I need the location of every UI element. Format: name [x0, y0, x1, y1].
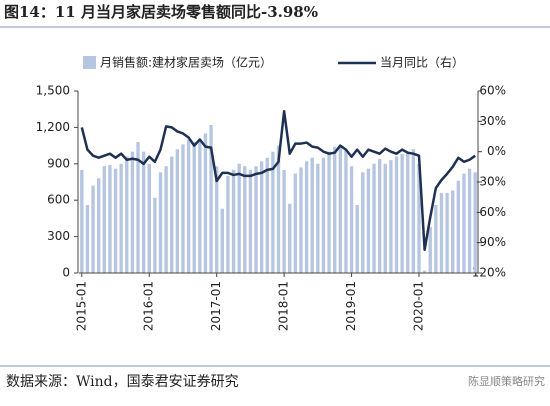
bar	[321, 157, 326, 273]
x-tick-label: 2018-01	[277, 281, 291, 331]
bar	[214, 166, 219, 273]
bar	[394, 156, 399, 273]
line	[80, 109, 476, 251]
bar	[422, 270, 427, 273]
bar	[170, 156, 174, 273]
x-tick-label: 2016-01	[142, 281, 156, 331]
watermark: 陈显顺策略研究	[468, 374, 545, 388]
bar	[282, 169, 286, 273]
bar	[198, 139, 202, 273]
bar	[383, 163, 387, 273]
y-tick-label: 0	[62, 266, 70, 280]
y2-tick-label: 30%	[479, 114, 506, 128]
y2-tick-label: -30%	[475, 175, 506, 189]
bar	[467, 168, 472, 273]
y2-tick-label: -90%	[475, 235, 506, 249]
bar	[80, 169, 84, 273]
bar	[310, 157, 314, 273]
bar	[164, 166, 168, 273]
bar	[85, 205, 90, 273]
bar	[406, 151, 410, 273]
bar	[355, 205, 359, 273]
x-tick-label: 2015-01	[74, 281, 88, 331]
bar	[271, 151, 275, 273]
bar	[243, 166, 247, 273]
bar	[456, 180, 461, 273]
y-tick-label: 300	[47, 229, 70, 243]
bar	[338, 145, 343, 273]
legend-swatch	[83, 56, 96, 69]
bar	[130, 151, 135, 273]
bar	[276, 145, 281, 273]
y-tick-label: 1,200	[36, 120, 70, 134]
bar	[445, 192, 449, 273]
y-tick-label: 600	[47, 193, 70, 207]
bar	[158, 172, 163, 273]
legend-label: 月销售额:建材家居卖场（亿元）	[100, 55, 272, 70]
bar	[259, 161, 264, 273]
bar	[91, 185, 95, 273]
bar	[153, 197, 157, 273]
bar	[226, 175, 230, 273]
y2-tick-label: 0%	[487, 144, 506, 158]
bar	[248, 169, 253, 273]
bar	[299, 167, 303, 273]
bar	[119, 163, 123, 273]
source: 数据来源：Wind，国泰君安证券研究	[6, 374, 239, 390]
bar	[462, 173, 466, 273]
y-tick-label: 1,500	[36, 84, 70, 98]
bar	[288, 203, 292, 273]
bar	[186, 139, 191, 273]
bar	[333, 146, 337, 273]
bar	[125, 156, 129, 273]
bar	[265, 157, 269, 273]
bar	[192, 141, 196, 273]
bar	[389, 160, 393, 273]
y2-tick-label: -120%	[467, 266, 506, 280]
x-tick-label: 2017-01	[209, 281, 223, 331]
bar	[473, 172, 477, 273]
bar	[411, 149, 416, 273]
bar	[113, 168, 118, 273]
bar	[400, 154, 404, 273]
bar	[209, 124, 213, 274]
bar	[304, 161, 309, 273]
bar	[147, 163, 151, 273]
legend-label: 当月同比（右）	[380, 55, 464, 70]
bar	[377, 158, 382, 273]
x-tick-label: 2019-01	[344, 281, 358, 331]
bar	[231, 169, 236, 273]
y-tick-label: 900	[47, 156, 70, 170]
bar	[361, 172, 365, 273]
bar	[439, 192, 444, 273]
bar	[417, 163, 421, 273]
bar	[96, 178, 101, 273]
bar	[366, 168, 371, 273]
bar	[344, 149, 348, 273]
bar	[136, 141, 140, 273]
y2-tick-label: -60%	[475, 205, 506, 219]
bar	[220, 208, 224, 273]
bar	[102, 166, 106, 273]
chart-title: 图14：11 月当月家居卖场零售额同比-3.98%	[4, 3, 318, 21]
bar	[203, 133, 208, 273]
bar	[237, 163, 241, 273]
bar	[181, 144, 185, 273]
bar	[372, 163, 376, 273]
y2-tick-label: 60%	[479, 84, 506, 98]
bar	[293, 173, 298, 273]
bar	[349, 166, 354, 273]
bar	[316, 163, 320, 273]
bar	[254, 166, 258, 273]
bar	[428, 226, 432, 273]
bar	[451, 190, 455, 273]
bar	[434, 205, 438, 273]
bar	[327, 151, 331, 273]
bar	[141, 151, 146, 273]
x-tick-label: 2020-01	[411, 281, 425, 331]
bar	[108, 165, 112, 273]
bar	[175, 149, 180, 273]
